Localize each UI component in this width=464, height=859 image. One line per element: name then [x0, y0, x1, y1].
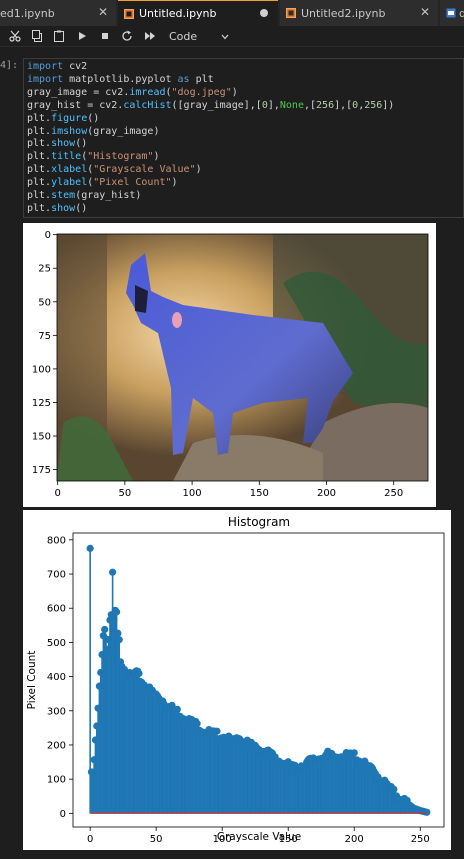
stem-marks [86, 544, 431, 816]
code-line: gray_image = cv2.imread("dog.jpeg") [27, 86, 238, 98]
tab-d[interactable]: d [440, 0, 464, 26]
notebook-icon [286, 8, 296, 18]
histogram-output: Histogram 0 100 200 300 400 500 600 700 800 0 50 1… [23, 510, 451, 850]
y-tick-label: 0 [45, 230, 51, 241]
stem-marker [112, 608, 121, 616]
y-tick-label: 200 [47, 740, 66, 751]
y-tick-label: 25 [38, 264, 51, 275]
stem-marker [193, 720, 201, 728]
y-tick-label: 175 [32, 465, 51, 476]
x-tick-label: 150 [250, 488, 269, 499]
x-tick-label: 100 [183, 488, 202, 499]
x-tick-label: 250 [384, 488, 403, 499]
x-axis-label: Grayscale Value [217, 831, 301, 843]
y-tick-label: 800 [47, 535, 66, 546]
cut-icon[interactable] [6, 26, 24, 46]
code-line: plt.ylabel("Pixel Count") [27, 177, 178, 189]
chart-title: Histogram [228, 515, 290, 529]
run-all-icon[interactable] [141, 26, 159, 46]
histogram-chart: Histogram 0 100 200 300 400 500 600 700 800 0 50 1… [26, 515, 445, 845]
y-tick-label: 700 [47, 570, 66, 581]
stem-marker [101, 625, 109, 634]
y-tick-label: 125 [32, 398, 51, 409]
y-tick-label: 75 [38, 331, 51, 342]
x-tick-label: 150 [279, 834, 298, 845]
y-tick-label: 0 [60, 809, 66, 820]
unsaved-dot-icon[interactable] [260, 9, 268, 17]
y-tick-label: 500 [47, 638, 66, 649]
imshow-plot: 0 25 50 75 100 125 150 175 0 50 100 150 200 250 [32, 230, 429, 499]
stem-marker [173, 705, 181, 713]
stem-marker [423, 808, 431, 816]
tab-label: d [459, 6, 464, 20]
y-tick-label: 100 [47, 775, 66, 786]
y-tick-label: 50 [38, 297, 51, 308]
stem-marker [135, 669, 143, 678]
code-line: plt.title("Histogram") [27, 151, 160, 163]
code-line: plt.show() [27, 202, 88, 214]
y-axis: 0 25 50 75 100 125 150 175 [32, 230, 57, 476]
code-line: import cv2 [27, 61, 87, 72]
y-tick-label: 100 [32, 364, 51, 375]
code-line: plt.imshow(gray_image) [27, 125, 160, 137]
notebook-toolbar: Code [0, 26, 464, 47]
code-line: plt.xlabel("Grayscale Value") [27, 164, 202, 176]
code-line: import matplotlib.pyplot as plt [27, 73, 214, 85]
y-axis: 0 100 200 300 400 500 600 700 800 [47, 535, 73, 820]
x-tick-label: 100 [213, 834, 232, 845]
stem-marker [213, 727, 221, 735]
tab-untitled2[interactable]: Untitled2.ipynb ✕ [280, 0, 438, 26]
stem-marker [115, 636, 123, 644]
stem-marker [109, 568, 117, 576]
code-line: plt.show() [27, 138, 88, 150]
y-tick-label: 600 [47, 604, 66, 615]
tab-label: Untitled.ipynb [139, 7, 217, 20]
stem-marker [86, 544, 94, 552]
notebook-icon [124, 8, 134, 19]
stop-icon[interactable] [96, 26, 114, 46]
dog-photo [57, 234, 428, 481]
close-icon[interactable]: ✕ [97, 5, 108, 19]
tab-label: Untitled2.ipynb [301, 6, 386, 20]
file-icon [446, 8, 456, 18]
chevron-down-icon [221, 30, 229, 43]
image-output: 0 25 50 75 100 125 150 175 0 50 100 150 200 250 [23, 223, 436, 507]
x-tick-label: 0 [87, 834, 93, 845]
code-line: plt.figure() [27, 112, 100, 124]
y-axis-label: Pixel Count [26, 651, 38, 710]
x-tick-label: 200 [317, 488, 336, 499]
copy-icon[interactable] [28, 26, 46, 46]
y-tick-label: 400 [47, 672, 66, 683]
code-line: gray_hist = cv2.calcHist([gray_image],[0… [27, 99, 395, 111]
execution-count: 4]: [0, 60, 19, 71]
restart-icon[interactable] [118, 26, 136, 46]
x-tick-label: 50 [150, 834, 163, 845]
cell-type-label: Code [169, 29, 198, 43]
stem-marker [390, 785, 398, 793]
stem-marker [114, 629, 122, 637]
x-axis: 0 50 100 150 200 250 [54, 481, 403, 499]
x-tick-label: 200 [345, 834, 364, 845]
y-tick-label: 300 [47, 706, 66, 717]
x-tick-label: 250 [411, 834, 430, 845]
code-line: plt.stem(gray_hist) [27, 190, 142, 202]
plot-frame [72, 532, 445, 828]
x-axis: 0 50 100 150 200 250 [87, 827, 430, 845]
x-tick-label: 50 [119, 488, 132, 499]
stem-marker [350, 749, 358, 757]
paste-icon[interactable] [50, 26, 68, 46]
run-icon[interactable] [73, 26, 91, 46]
tab-untitled[interactable]: Untitled.ipynb [118, 0, 278, 26]
x-tick-label: 0 [54, 488, 60, 499]
tab-bar: ed1.ipynb ✕ Untitled.ipynb Untitled2.ipy… [0, 0, 464, 27]
code-editor[interactable]: import cv2 import matplotlib.pyplot as p… [24, 59, 463, 216]
code-cell-editor[interactable]: import cv2 import matplotlib.pyplot as p… [23, 58, 464, 218]
code-line: import cv2 [27, 61, 88, 72]
y-tick-label: 150 [32, 432, 51, 443]
tab-label: ed1.ipynb [0, 6, 55, 20]
cell-type-select[interactable]: Code [164, 26, 234, 46]
tab-untitled1[interactable]: ed1.ipynb ✕ [0, 0, 116, 26]
close-icon[interactable]: ✕ [419, 5, 430, 19]
